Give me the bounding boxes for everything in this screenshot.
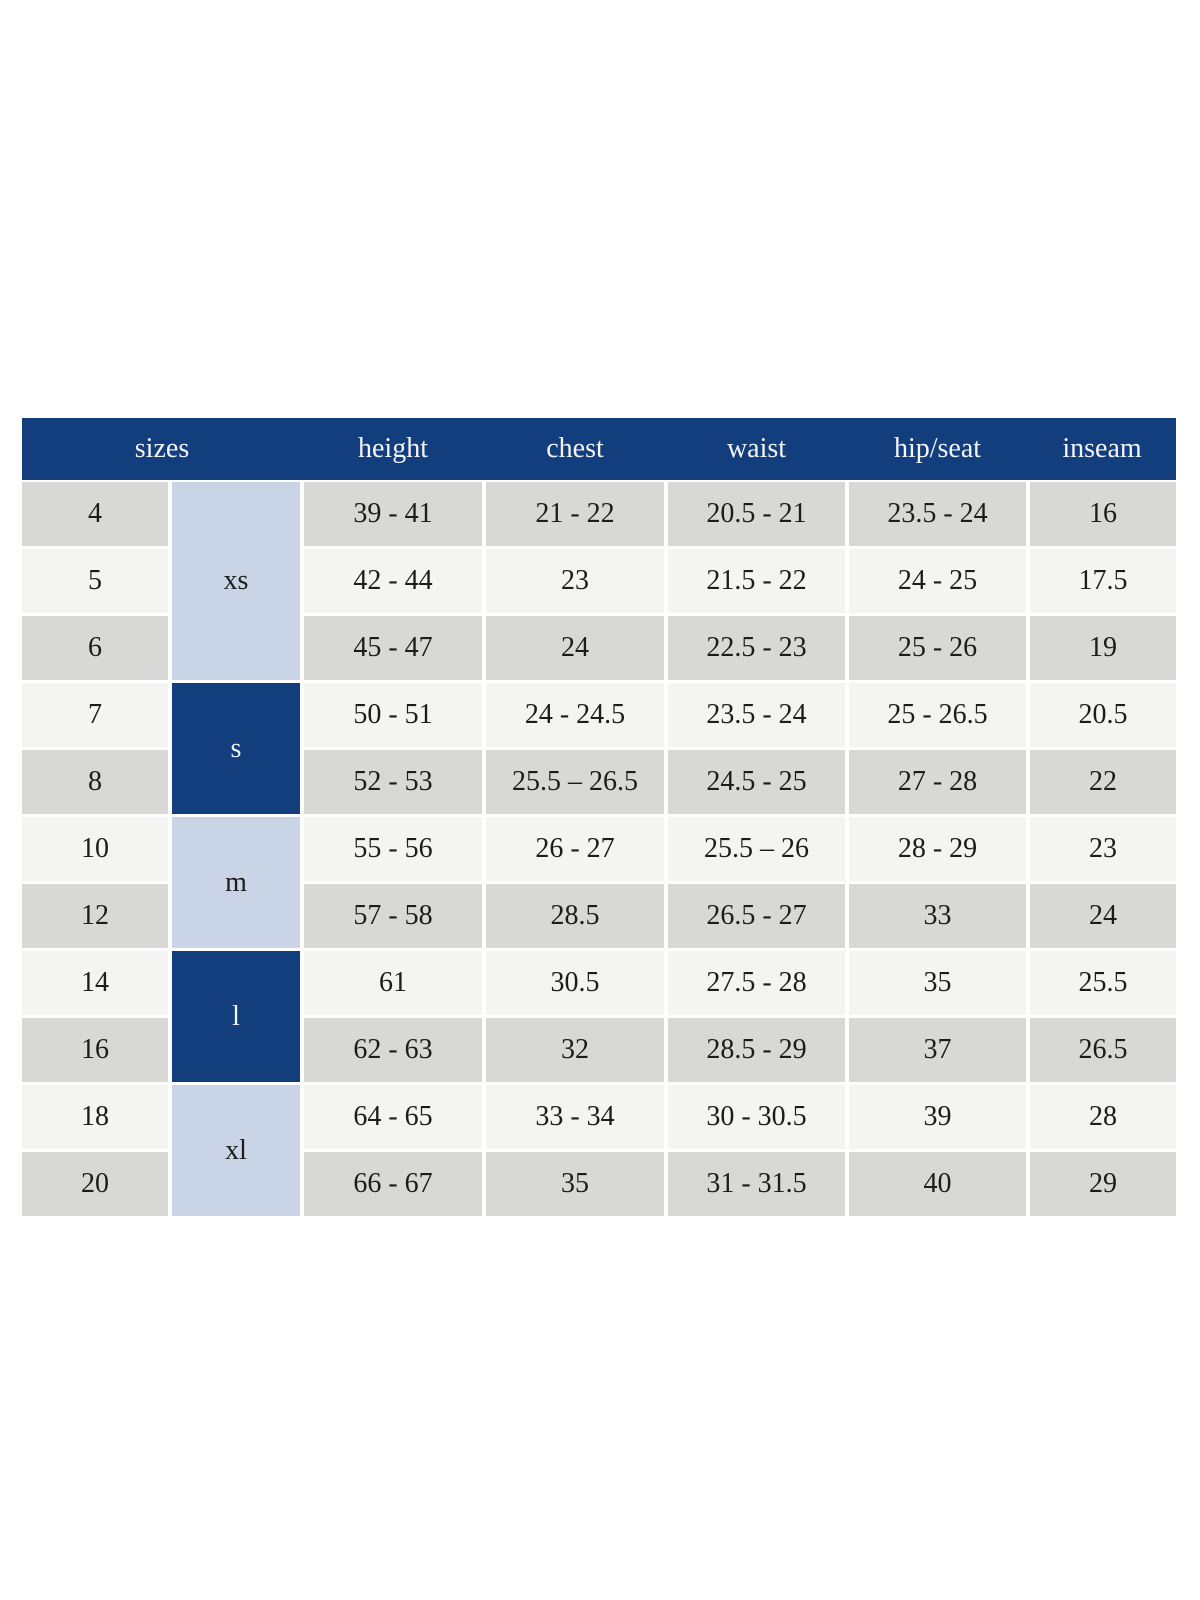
chest-cell: 35	[484, 1150, 668, 1219]
size-chart: sizes height chest waist hip/seat inseam…	[22, 418, 1176, 1219]
chest-cell: 28.5	[484, 882, 668, 951]
group-cell-xl: xl	[170, 1083, 304, 1219]
height-cell: 42 - 44	[302, 547, 486, 616]
chest-cell: 23	[484, 547, 668, 616]
header-waist: waist	[666, 418, 847, 482]
hip-seat-cell: 33	[847, 882, 1030, 951]
waist-cell: 26.5 - 27	[666, 882, 849, 951]
size-cell: 7	[22, 681, 172, 750]
chest-cell: 24	[484, 614, 668, 683]
hip-seat-cell: 28 - 29	[847, 815, 1030, 884]
waist-cell: 31 - 31.5	[666, 1150, 849, 1219]
height-cell: 57 - 58	[302, 882, 486, 951]
hip-seat-cell: 25 - 26.5	[847, 681, 1030, 750]
table-row: 6 45 - 47 24 22.5 - 23 25 - 26 19	[22, 614, 1176, 683]
waist-cell: 21.5 - 22	[666, 547, 849, 616]
size-cell: 16	[22, 1016, 172, 1085]
chest-cell: 30.5	[484, 949, 668, 1018]
height-cell: 45 - 47	[302, 614, 486, 683]
inseam-cell: 28	[1028, 1083, 1176, 1152]
inseam-cell: 25.5	[1028, 949, 1176, 1018]
size-cell: 10	[22, 815, 172, 884]
chest-cell: 24 - 24.5	[484, 681, 668, 750]
hip-seat-cell: 23.5 - 24	[847, 481, 1030, 549]
height-cell: 66 - 67	[302, 1150, 486, 1219]
height-cell: 64 - 65	[302, 1083, 486, 1152]
waist-cell: 20.5 - 21	[666, 481, 849, 549]
inseam-cell: 16	[1028, 481, 1176, 549]
header-sizes: sizes	[22, 418, 302, 482]
waist-cell: 30 - 30.5	[666, 1083, 849, 1152]
table-row: 5 42 - 44 23 21.5 - 22 24 - 25 17.5	[22, 547, 1176, 616]
size-cell: 8	[22, 748, 172, 817]
size-chart-table: sizes height chest waist hip/seat inseam…	[22, 418, 1176, 1219]
inseam-cell: 20.5	[1028, 681, 1176, 750]
table-row: 20 66 - 67 35 31 - 31.5 40 29	[22, 1150, 1176, 1219]
waist-cell: 28.5 - 29	[666, 1016, 849, 1085]
group-cell-l: l	[170, 949, 304, 1085]
height-cell: 39 - 41	[302, 481, 486, 549]
inseam-cell: 26.5	[1028, 1016, 1176, 1085]
table-row: 16 62 - 63 32 28.5 - 29 37 26.5	[22, 1016, 1176, 1085]
size-cell: 20	[22, 1150, 172, 1219]
header-chest: chest	[484, 418, 666, 482]
chest-cell: 32	[484, 1016, 668, 1085]
hip-seat-cell: 39	[847, 1083, 1030, 1152]
waist-cell: 27.5 - 28	[666, 949, 849, 1018]
inseam-cell: 17.5	[1028, 547, 1176, 616]
height-cell: 61	[302, 949, 486, 1018]
table-row: 10 m 55 - 56 26 - 27 25.5 – 26 28 - 29 23	[22, 815, 1176, 951]
table-row: 18 xl 64 - 65 33 - 34 30 - 30.5 39 28	[22, 1083, 1176, 1219]
chest-cell: 25.5 – 26.5	[484, 748, 668, 817]
hip-seat-cell: 40	[847, 1150, 1030, 1219]
table-row: 4 xs 39 - 41 21 - 22 20.5 - 21 23.5 - 24 16	[22, 481, 1176, 683]
chest-cell: 33 - 34	[484, 1083, 668, 1152]
inseam-cell: 23	[1028, 815, 1176, 884]
size-cell: 5	[22, 547, 172, 616]
hip-seat-cell: 25 - 26	[847, 614, 1030, 683]
table-row: 7 s 50 - 51 24 - 24.5 23.5 - 24 25 - 26.5 20.5	[22, 681, 1176, 817]
size-cell: 18	[22, 1083, 172, 1152]
hip-seat-cell: 37	[847, 1016, 1030, 1085]
table-row: 8 52 - 53 25.5 – 26.5 24.5 - 25 27 - 28 22	[22, 748, 1176, 817]
hip-seat-cell: 35	[847, 949, 1030, 1018]
header-row: sizes height chest waist hip/seat inseam	[22, 418, 1176, 482]
size-cell: 6	[22, 614, 172, 683]
waist-cell: 23.5 - 24	[666, 681, 849, 750]
inseam-cell: 29	[1028, 1150, 1176, 1219]
group-cell-m: m	[170, 815, 304, 951]
table-row: 12 57 - 58 28.5 26.5 - 27 33 24	[22, 882, 1176, 951]
waist-cell: 22.5 - 23	[666, 614, 849, 683]
group-cell-s: s	[170, 681, 304, 817]
table-row: 14 l 61 30.5 27.5 - 28 35 25.5	[22, 949, 1176, 1085]
height-cell: 62 - 63	[302, 1016, 486, 1085]
height-cell: 52 - 53	[302, 748, 486, 817]
header-inseam: inseam	[1028, 418, 1176, 482]
group-cell-xs: xs	[170, 481, 304, 683]
inseam-cell: 22	[1028, 748, 1176, 817]
header-height: height	[302, 418, 484, 482]
inseam-cell: 24	[1028, 882, 1176, 951]
hip-seat-cell: 27 - 28	[847, 748, 1030, 817]
waist-cell: 25.5 – 26	[666, 815, 849, 884]
hip-seat-cell: 24 - 25	[847, 547, 1030, 616]
height-cell: 55 - 56	[302, 815, 486, 884]
chest-cell: 26 - 27	[484, 815, 668, 884]
height-cell: 50 - 51	[302, 681, 486, 750]
size-cell: 4	[22, 481, 172, 549]
size-cell: 14	[22, 949, 172, 1018]
header-hip-seat: hip/seat	[847, 418, 1028, 482]
inseam-cell: 19	[1028, 614, 1176, 683]
waist-cell: 24.5 - 25	[666, 748, 849, 817]
size-cell: 12	[22, 882, 172, 951]
chest-cell: 21 - 22	[484, 481, 668, 549]
